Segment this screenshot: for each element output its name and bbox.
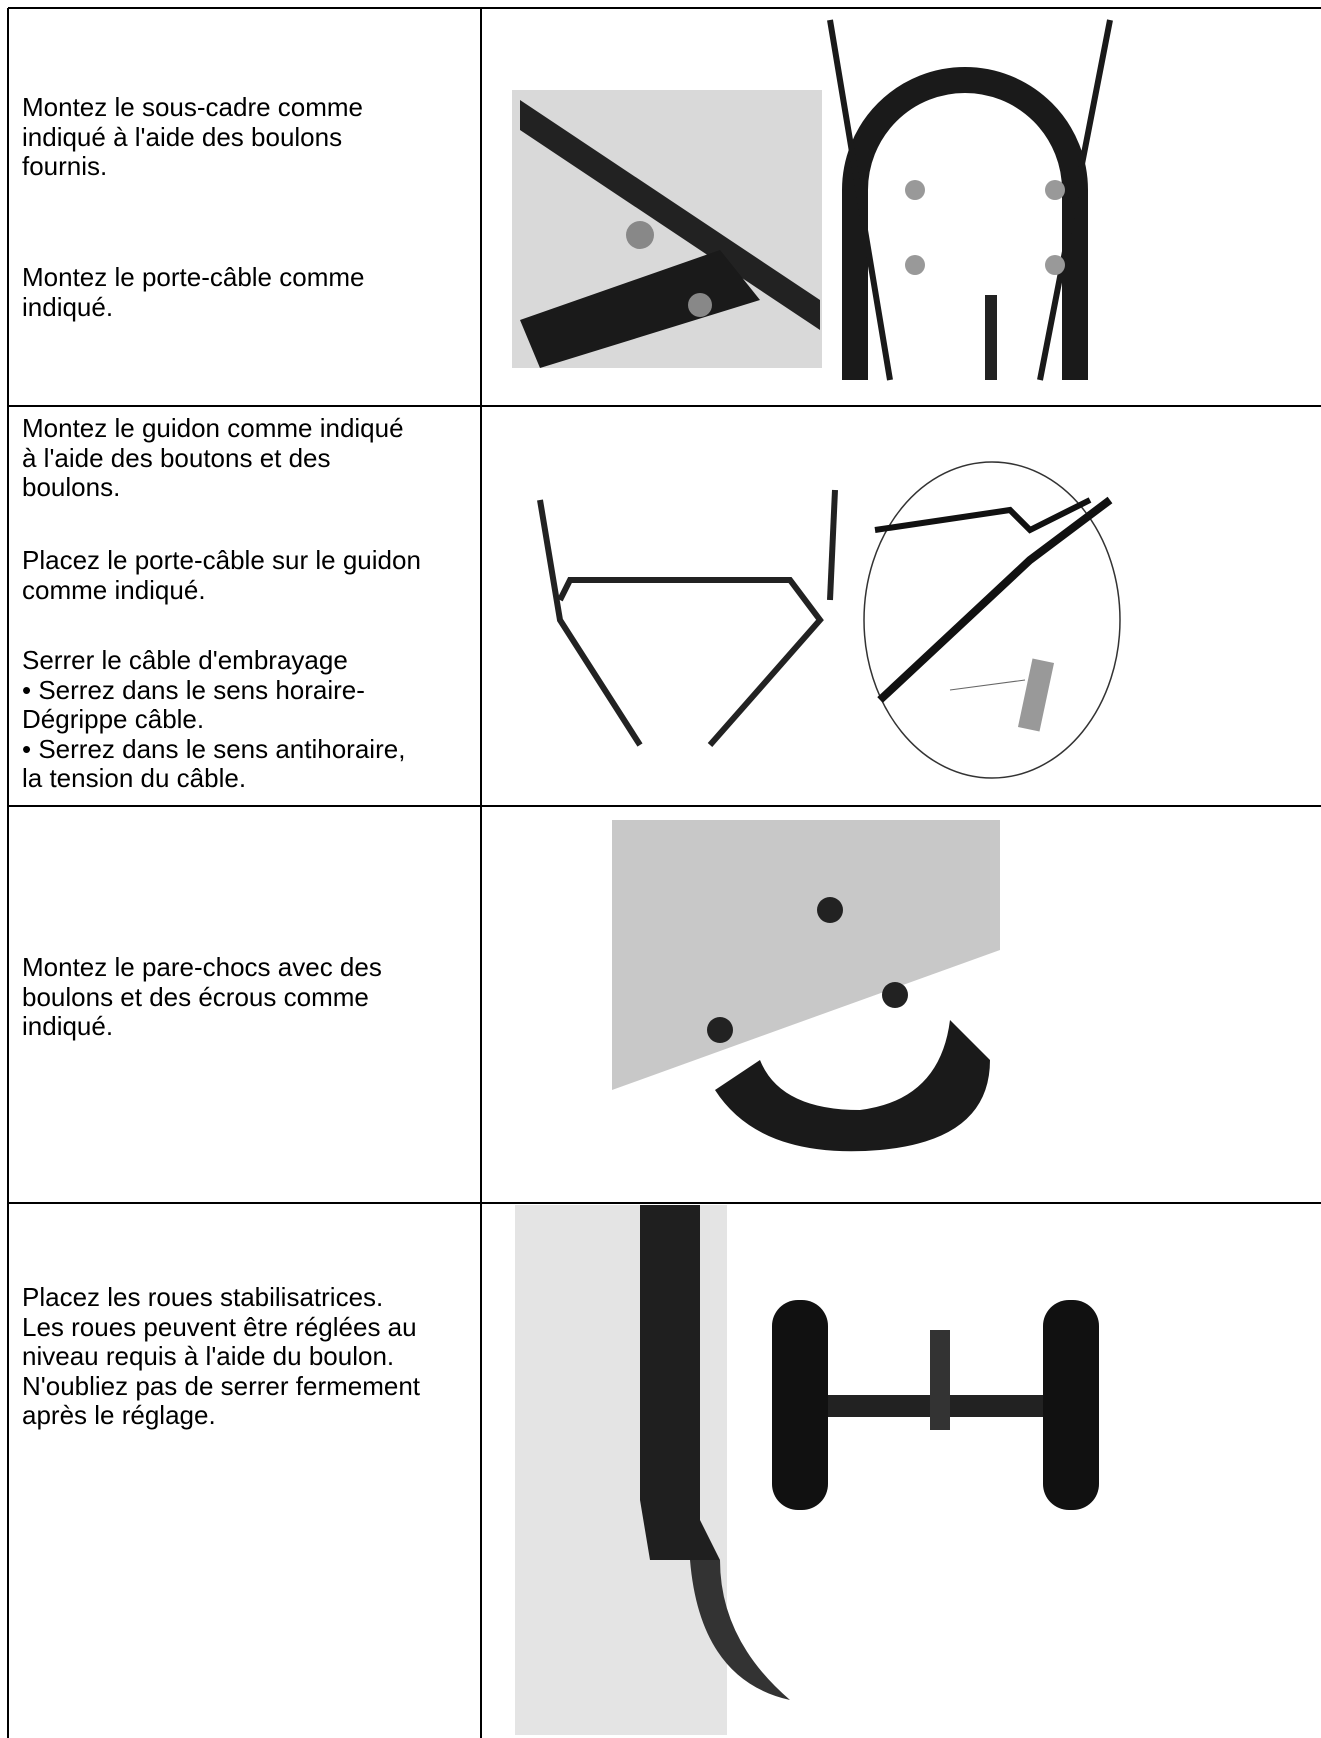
instruction-text: Serrer le câble d'embrayage (22, 645, 348, 675)
instruction-text: Placez le porte-câble sur le guidon (22, 545, 421, 575)
instruction-text: indiqué. (22, 291, 114, 322)
instruction-text: Montez le porte-câble comme (22, 262, 365, 292)
photo-subframe (512, 90, 822, 368)
instruction-text: Montez le pare-chocs avec des (22, 952, 382, 982)
instruction-text: • Serrez dans le sens horaire- (22, 674, 365, 705)
instruction-text: Montez le guidon comme indiqué (22, 413, 404, 443)
instruction-text: indiqué à l'aide des boulons (22, 121, 343, 152)
instruction-text: • Serrez dans le sens antihoraire, (22, 733, 406, 764)
instruction-text: la tension du câble. (22, 763, 247, 793)
instruction-text: N'oubliez pas de serrer fermement (22, 1370, 421, 1401)
drawing-cable-detail (863, 461, 1121, 779)
instruction-text: boulons. (22, 472, 121, 502)
instruction-text: boulons et des écrous comme (22, 981, 369, 1012)
instruction-text: Montez le sous-cadre comme (22, 92, 364, 122)
instruction-text: à l'aide des boutons et des (22, 442, 331, 473)
instruction-text: après le réglage. (22, 1400, 216, 1430)
instruction-text: Les roues peuvent être réglées au (22, 1311, 417, 1342)
photo-wheels (515, 1205, 1099, 1735)
table-borders (7, 7, 1321, 1738)
instruction-text: fournis. (22, 151, 108, 181)
instruction-text: Placez les roues stabilisatrices. (22, 1282, 384, 1312)
instruction-text: comme indiqué. (22, 574, 206, 605)
instruction-text: niveau requis à l'aide du boulon. (22, 1341, 395, 1371)
instruction-text: Dégrippe câble. (22, 704, 205, 734)
instruction-text: indiqué. (22, 1011, 114, 1041)
photo-cable-holder (827, 19, 1113, 381)
photo-bumper (612, 820, 1000, 1152)
drawing-handlebar (537, 489, 838, 747)
